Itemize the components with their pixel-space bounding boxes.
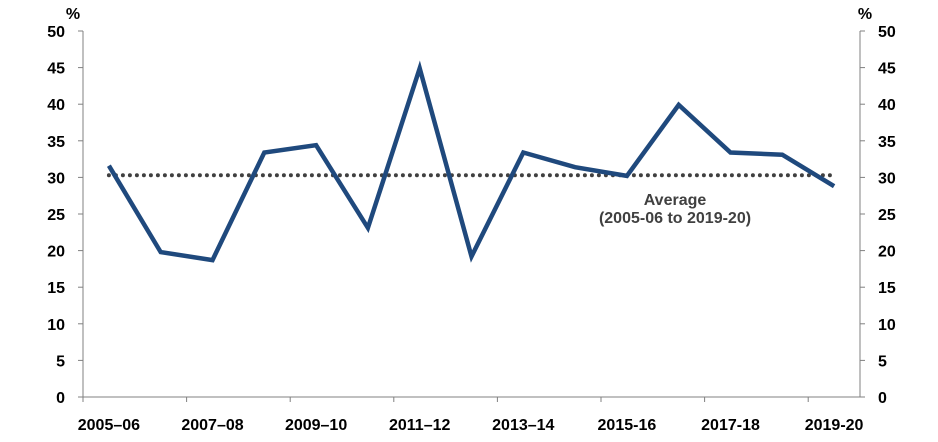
y-tick-label-right: 50 [878,24,896,41]
x-tick-label: 2011–12 [389,417,451,434]
y-tick-label-right: 30 [878,170,896,187]
average-label-line1: Average [644,192,707,209]
y-tick-label-left: 35 [47,134,65,151]
x-tick-label: 2015-16 [598,417,657,434]
y-tick-label-left: 15 [47,280,65,297]
y-tick-label-right: 25 [878,207,896,224]
series-group [106,60,836,263]
x-tick-label: 2009–10 [285,417,347,434]
y-tick-label-left: 0 [56,390,65,407]
y-tick-label-right: 45 [878,61,896,78]
y-tick-label-right: 40 [878,97,896,114]
average-label-line2: (2005-06 to 2019-20) [599,210,751,227]
y-tick-label-left: 30 [47,170,65,187]
x-axis: 2005–06 2007–08 2009–10 2011–12 2013–14 2015-… [78,397,864,434]
x-tick-label: 2017-18 [701,417,760,434]
y-tick-label-left: 5 [56,353,65,370]
y-tick-label-left: 20 [47,244,65,261]
y-tick-label-left: 10 [47,317,65,334]
y-tick-label-left: 50 [47,24,65,41]
y-tick-label-left: 45 [47,61,65,78]
y-tick-label-left: 25 [47,207,65,224]
x-tick-label: 2019-20 [805,417,864,434]
x-tick-label: 2013–14 [492,417,554,434]
y-tick-label-right: 35 [878,134,896,151]
left-y-unit: % [66,6,80,23]
y-tick-label-right: 5 [878,353,887,370]
y-tick-label-left: 40 [47,97,65,114]
right-y-axis: 0 5 10 15 20 25 30 35 40 45 50 [860,24,896,407]
x-tick-label: 2005–06 [78,417,140,434]
right-y-unit: % [858,6,872,23]
y-tick-label-right: 10 [878,317,896,334]
x-tick-label: 2007–08 [181,417,243,434]
y-tick-label-right: 20 [878,244,896,261]
left-y-axis: 0 5 10 15 20 25 30 35 40 45 50 [47,24,83,407]
y-tick-label-right: 15 [878,280,896,297]
series-line [106,60,836,263]
y-tick-label-right: 0 [878,390,887,407]
